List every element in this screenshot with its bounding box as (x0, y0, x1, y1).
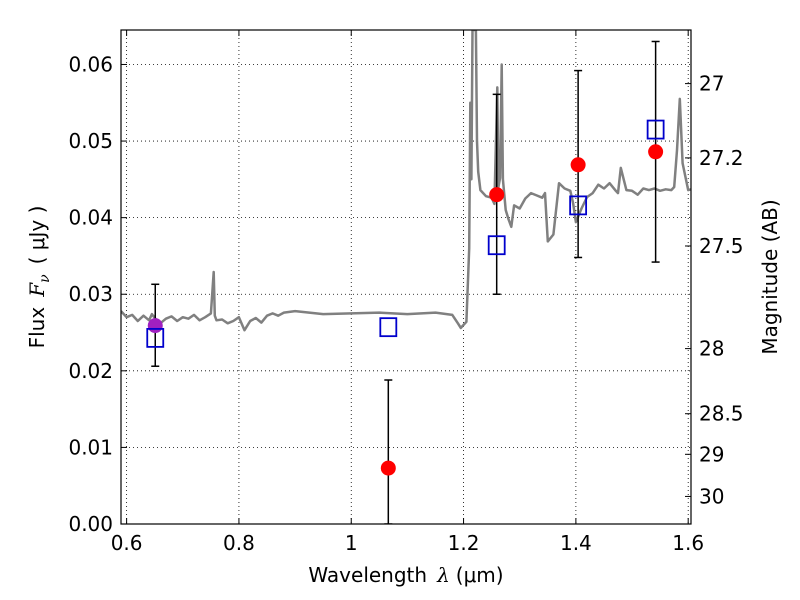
model-point (379, 317, 398, 338)
grid (121, 30, 691, 525)
plot-frame (120, 29, 692, 525)
x-tick-label: 1 (345, 531, 358, 555)
y2-tick-label: 27.2 (699, 146, 744, 170)
y-tick-label: 0.03 (68, 282, 113, 306)
observed-point (489, 187, 505, 203)
observed-point (147, 318, 163, 334)
model-point (646, 119, 665, 140)
y2-tick-label: 27.5 (699, 234, 744, 258)
model-spectrum-line (121, 30, 691, 332)
model-point (487, 235, 506, 256)
y-tick-label: 0.04 (68, 206, 113, 230)
y-axis-label: FluxFν( μJy ) (25, 206, 53, 349)
y2-tick-label: 27 (699, 72, 724, 96)
x-tick-label: 1.2 (448, 531, 480, 555)
y-tick-label: 0.06 (68, 52, 113, 76)
y2-tick-label: 28.5 (699, 402, 744, 426)
y2-tick-label: 30 (699, 484, 724, 508)
y2-axis-label: Magnitude (AB) (758, 199, 782, 354)
x-axis-label: Wavelength λ (μm) (308, 563, 503, 587)
y2-tick-label: 28 (699, 337, 724, 361)
x-tick-label: 1.4 (560, 531, 592, 555)
y-tick-label: 0.05 (68, 129, 113, 153)
model-point (569, 195, 588, 216)
y-tick-label: 0.02 (68, 359, 113, 383)
observed-point (648, 144, 664, 160)
x-tick-label: 0.6 (111, 531, 143, 555)
observed-point (380, 460, 396, 476)
model-point (146, 327, 165, 348)
plot-area (121, 30, 691, 524)
y-tick-label: 0.01 (68, 435, 113, 459)
y-tick-label: 0.00 (68, 512, 113, 536)
x-tick-label: 1.6 (672, 531, 704, 555)
observed-point (570, 157, 586, 173)
axes: 0.6 0.8 1 1.2 1.4 1.6 0.00 0.01 0.02 0.03 0.04 0.05… (68, 30, 744, 555)
x-tick-label: 0.8 (223, 531, 255, 555)
y2-tick-label: 29 (699, 442, 724, 466)
